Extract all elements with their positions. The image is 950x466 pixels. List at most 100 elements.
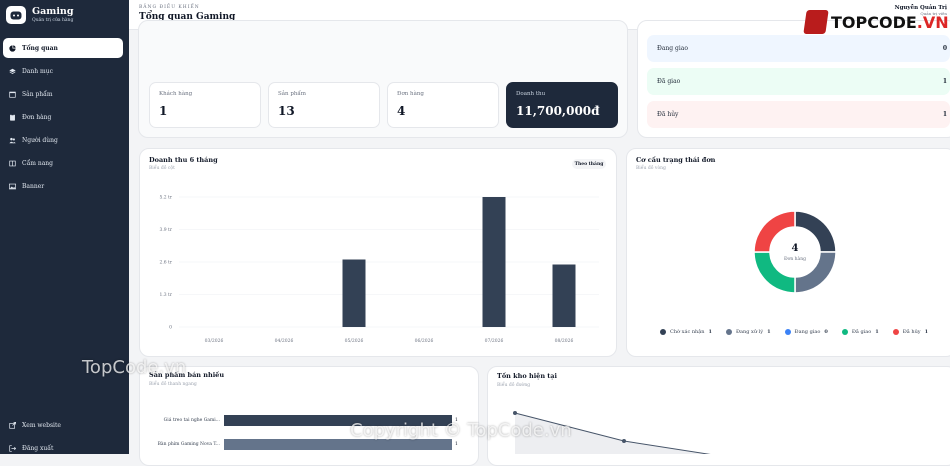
stat-value: 11,700,000đ <box>516 104 600 118</box>
bar-value: 1 <box>455 417 458 423</box>
stat-label: Doanh thu <box>516 91 546 97</box>
status-label: Đã hủy <box>657 111 679 118</box>
legend-item: Đang giao 0 <box>784 329 828 335</box>
page-title: Tổng quan Gaming <box>139 12 236 22</box>
stock-line-chart <box>513 411 842 454</box>
sidebar-item-label: Danh mục <box>22 67 53 75</box>
legend-count: 1 <box>767 329 771 335</box>
y-tick-label: 3.9 tr <box>159 227 172 233</box>
sidebar-item-label: Người dùng <box>22 136 58 144</box>
sidebar-item-label: Đơn hàng <box>22 113 52 121</box>
stat-value: 1 <box>159 104 168 118</box>
legend-item: Đã hủy 1 <box>892 329 929 335</box>
legend-dot <box>892 329 899 335</box>
sidebar-item-categories[interactable]: Danh mục <box>3 61 123 81</box>
status-row-cancelled: Đã hủy 1 <box>647 101 950 128</box>
revenue-bar <box>342 259 366 327</box>
sidebar: Gaming Quản trị cửa hàng Tổng quan Danh … <box>0 0 129 454</box>
sidebar-item-products[interactable]: Sản phẩm <box>3 84 123 104</box>
stat-value: 4 <box>397 104 406 118</box>
user-menu[interactable]: Nguyễn Quản Trị Quản trị viên <box>895 5 947 16</box>
sidebar-item-label: Sản phẩm <box>22 90 53 98</box>
sidebar-item-label: Banner <box>22 182 45 190</box>
status-row-delivered: Đã giao 1 <box>647 68 950 95</box>
legend-dot <box>725 329 732 335</box>
sidebar-item-orders[interactable]: Đơn hàng <box>3 107 123 127</box>
box-icon <box>9 91 16 98</box>
status-donut-chart <box>753 210 837 294</box>
legend-dot <box>660 329 666 335</box>
stock-subtitle: Biểu đồ đường <box>497 383 531 388</box>
status-row-shipping: Đang giao 0 <box>647 35 950 62</box>
logout-icon <box>9 444 16 452</box>
stat-label: Sản phẩm <box>278 91 306 97</box>
x-tick-label: 04/2026 <box>275 338 294 344</box>
y-tick-label: 5.2 tr <box>159 195 172 201</box>
gamepad-icon <box>6 6 26 24</box>
user-role: Quản trị viên <box>920 11 947 16</box>
stat-label: Đơn hàng <box>397 91 424 97</box>
donut-center-label: Đơn hàng <box>783 257 807 262</box>
status-chart-subtitle: Biểu đồ vòng <box>636 166 666 171</box>
sidebar-item-guides[interactable]: Cẩm nang <box>3 153 123 173</box>
revenue-bar-chart: 0 1.3 tr 2.6 tr 3.9 tr 5.2 tr 03/2026 04/2026 0… <box>159 195 599 344</box>
stat-label: Khách hàng <box>159 91 193 97</box>
status-donut-card <box>626 148 950 357</box>
revenue-chart-title: Doanh thu 6 tháng <box>149 156 218 164</box>
bestseller-title: Sản phẩm bán nhiều <box>149 371 225 379</box>
status-count: 0 <box>942 45 947 52</box>
brand-subtitle: Quản trị cửa hàng <box>32 18 74 23</box>
sidebar-nav: Tổng quan Danh mục Sản phẩm Đơn hàng Ngư… <box>3 38 123 199</box>
legend-count: 1 <box>708 329 712 335</box>
view-website-link[interactable]: Xem website <box>3 415 123 435</box>
legend-label: Đang giao <box>794 329 821 335</box>
bar-label: Bàn phím Gaming Nova T... <box>158 440 221 447</box>
topcode-watermark: TopCode.vn <box>82 357 187 378</box>
revenue-chart-subtitle: Biểu đồ cột <box>149 166 175 171</box>
legend-label: Đã giao <box>851 329 872 335</box>
view-website-label: Xem website <box>22 421 61 429</box>
sidebar-item-banner[interactable]: Banner <box>3 176 123 196</box>
legend-label: Chờ xác nhận <box>670 329 705 335</box>
y-tick-label: 0 <box>169 325 172 331</box>
topcode-logo-prefix: TOPCODE <box>831 12 917 32</box>
donut-slice <box>753 210 796 253</box>
chart-pie-icon <box>9 44 16 52</box>
period-toggle-button[interactable]: Theo tháng <box>572 159 606 169</box>
copyright-watermark: Copyright © TopCode.vn <box>350 420 572 441</box>
sidebar-item-users[interactable]: Người dùng <box>3 130 123 150</box>
legend-dot <box>784 329 791 335</box>
stat-value: 13 <box>278 104 295 118</box>
sidebar-item-dashboard[interactable]: Tổng quan <box>3 38 123 58</box>
stock-line <box>514 412 711 454</box>
book-icon <box>9 160 16 166</box>
status-label: Đang giao <box>657 45 688 52</box>
stock-title: Tồn kho hiện tại <box>497 372 557 380</box>
sidebar-item-label: Tổng quan <box>22 44 58 52</box>
legend-item: Chờ xác nhận 1 <box>660 329 712 335</box>
status-label: Đã giao <box>657 78 681 85</box>
bestseller-subtitle: Biểu đồ thanh ngang <box>149 382 197 387</box>
logout-link[interactable]: Đăng xuất <box>3 438 123 458</box>
y-tick-label: 1.3 tr <box>159 292 172 298</box>
logout-label: Đăng xuất <box>22 444 54 452</box>
legend-count: 1 <box>875 329 879 335</box>
sidebar-bottom: Xem website Đăng xuất <box>3 415 123 461</box>
user-name: Nguyễn Quản Trị <box>894 5 947 11</box>
stock-point <box>622 439 626 443</box>
legend-label: Đã hủy <box>902 329 921 335</box>
legend-item: Đang xử lý 1 <box>725 329 771 335</box>
clipboard-icon <box>10 113 15 121</box>
stock-area <box>515 413 842 454</box>
topcode-logo-suffix: .VN <box>916 12 949 32</box>
product-bar <box>224 415 452 426</box>
users-icon <box>9 137 16 143</box>
legend-count: 1 <box>924 329 929 335</box>
layers-icon <box>9 68 16 74</box>
revenue-chart-card <box>139 148 617 357</box>
legend-dot <box>841 329 848 335</box>
y-tick-label: 2.6 tr <box>159 260 172 266</box>
stat-card-customers: Khách hàng 1 <box>149 82 261 128</box>
image-icon <box>9 183 16 189</box>
external-link-icon <box>9 421 16 429</box>
